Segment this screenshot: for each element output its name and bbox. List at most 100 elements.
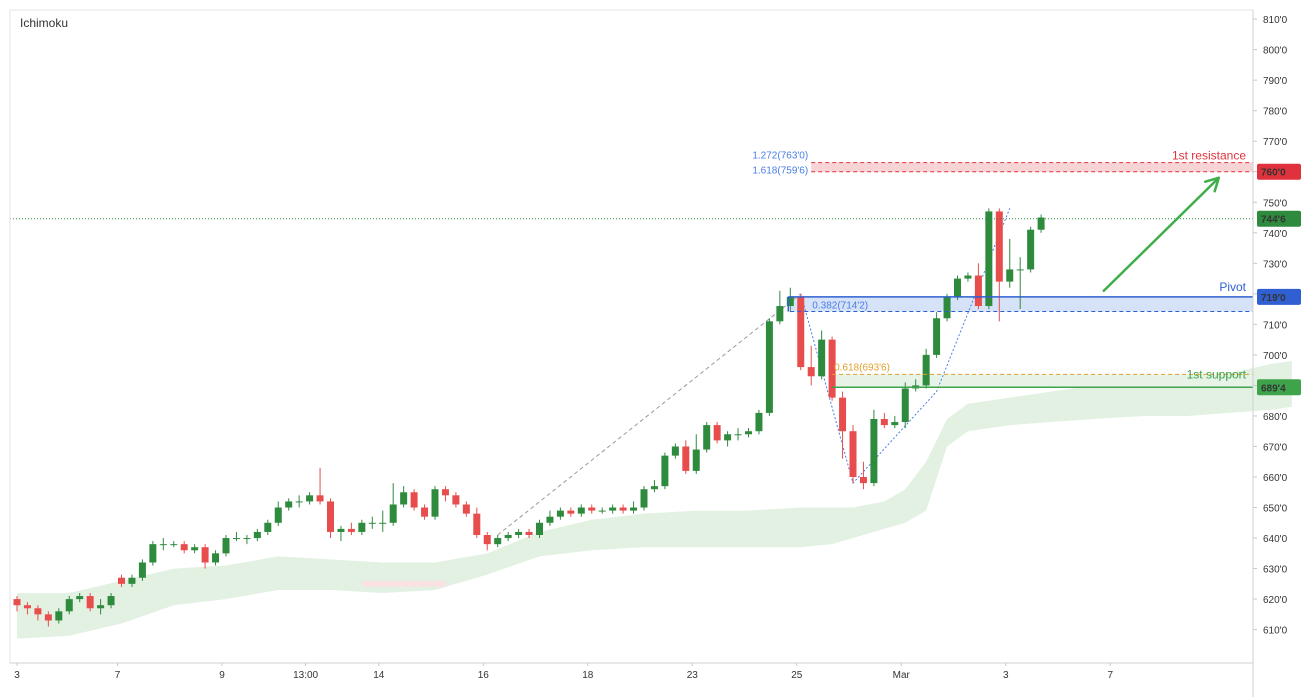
candle: [556, 507, 564, 520]
candle-body: [65, 599, 73, 612]
pivot-price-tag: 719'0: [1261, 293, 1286, 304]
candle-body: [985, 211, 993, 307]
candle: [358, 519, 366, 535]
candle-body: [243, 538, 251, 540]
candle-body: [400, 492, 408, 505]
candle: [400, 486, 408, 508]
candle-body: [86, 596, 94, 609]
candle-body: [274, 507, 282, 523]
candle-body: [598, 510, 606, 512]
candles: [13, 208, 1045, 627]
x-tick-label: 18: [582, 670, 594, 681]
time-axis: 3 7 9 13:00 14 16 18 23 25 Mar 3 7: [14, 663, 1113, 681]
resistance-price-tag-bg: [1257, 163, 1301, 180]
candle: [724, 431, 732, 447]
candle: [1027, 226, 1035, 273]
support-label: 1st support: [1187, 367, 1247, 381]
last-price-tag-bg: [1257, 210, 1301, 227]
support-price-tag-bg: [1257, 379, 1301, 396]
candle-body: [34, 608, 42, 615]
candle: [494, 535, 502, 548]
candle: [107, 593, 115, 609]
candle: [410, 489, 418, 511]
candle: [692, 434, 700, 474]
candle: [13, 596, 21, 612]
candle: [222, 535, 230, 557]
candle: [598, 507, 606, 514]
pivot-zone: [790, 296, 1253, 312]
candle: [588, 504, 596, 514]
x-tick-label: Mar: [893, 670, 911, 681]
candle-body: [577, 507, 585, 514]
candle: [650, 480, 658, 493]
candle: [786, 287, 794, 313]
candle-body: [901, 388, 909, 423]
candle-body: [964, 275, 972, 279]
candle: [441, 486, 449, 502]
pivot-label: Pivot: [1219, 280, 1246, 294]
candle: [264, 519, 272, 535]
candle: [515, 528, 523, 539]
candle: [995, 208, 1003, 322]
y-tick-label: 790'0: [1263, 76, 1288, 87]
candle: [922, 348, 930, 389]
resistance-price-tag: 760'0: [1261, 168, 1286, 179]
candle-body: [107, 596, 115, 606]
y-tick-label: 640'0: [1263, 534, 1288, 545]
y-tick-label: 700'0: [1263, 351, 1288, 362]
y-tick-label: 740'0: [1263, 229, 1288, 240]
candle-body: [327, 501, 334, 532]
candle-body: [536, 522, 543, 535]
candle: [212, 550, 220, 566]
candle: [1006, 238, 1014, 288]
candle: [306, 492, 314, 505]
candle: [577, 504, 585, 517]
pivot-fib-label: 0.382(714'2): [812, 301, 868, 312]
candle-body: [692, 449, 700, 471]
candle: [818, 330, 826, 380]
candle: [536, 519, 543, 539]
candle-body: [389, 504, 397, 523]
candle: [180, 541, 188, 554]
candle-body: [358, 522, 366, 532]
candle: [389, 483, 397, 526]
candle-body: [368, 522, 376, 524]
candle-body: [567, 510, 575, 514]
cloud-green: [17, 361, 1292, 639]
candle: [734, 428, 742, 441]
candle-body: [650, 486, 658, 490]
candle: [421, 504, 429, 520]
y-tick-label: 710'0: [1263, 320, 1288, 331]
candle: [201, 544, 209, 569]
candle: [943, 293, 951, 322]
x-tick-label: 3: [1003, 670, 1009, 681]
candle-body: [222, 538, 230, 554]
candle: [452, 492, 460, 508]
ichimoku-cloud: [17, 361, 1292, 639]
candle-body: [933, 318, 941, 355]
candle-body: [515, 531, 523, 535]
candle-body: [954, 278, 961, 297]
candle-body: [724, 434, 732, 441]
candle: [797, 293, 805, 371]
x-tick-label: 14: [373, 670, 385, 681]
candle: [274, 501, 282, 526]
candle: [295, 495, 303, 508]
x-tick-label: 7: [115, 670, 121, 681]
candle-body: [212, 553, 220, 563]
candle: [849, 425, 857, 484]
candle: [901, 382, 909, 429]
candle-body: [630, 507, 638, 511]
fib-resistance-label: 1.272(763'0): [752, 151, 808, 162]
candle: [828, 336, 836, 401]
candle: [118, 574, 125, 587]
candle: [243, 535, 251, 545]
candle-body: [264, 522, 272, 532]
candle-body: [159, 544, 167, 546]
candle: [337, 525, 345, 542]
support-zone: [832, 374, 1253, 388]
candle-body: [556, 510, 564, 517]
candle-body: [765, 321, 773, 413]
y-tick-label: 610'0: [1263, 626, 1288, 637]
candle-body: [149, 544, 157, 563]
